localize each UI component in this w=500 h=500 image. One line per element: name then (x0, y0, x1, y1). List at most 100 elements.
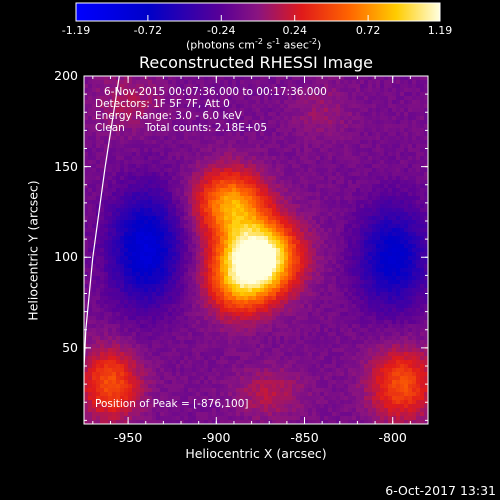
heatmap-cell (420, 236, 424, 240)
heatmap-cell (372, 188, 376, 192)
heatmap-cell (188, 180, 192, 184)
heatmap-cell (408, 268, 412, 272)
heatmap-cell (412, 284, 416, 288)
heatmap-cell (312, 148, 316, 152)
heatmap-cell (100, 224, 104, 228)
heatmap-cell (188, 288, 192, 292)
heatmap-cell (220, 96, 224, 100)
heatmap-cell (88, 240, 92, 244)
heatmap-cell (88, 156, 92, 160)
heatmap-cell (304, 112, 308, 116)
heatmap-cell (168, 144, 172, 148)
heatmap-cell (132, 144, 136, 148)
heatmap-cell (112, 164, 116, 168)
heatmap-cell (260, 112, 264, 116)
heatmap-cell (348, 92, 352, 96)
heatmap-cell (380, 172, 384, 176)
heatmap-cell (260, 124, 264, 128)
heatmap-cell (368, 180, 372, 184)
heatmap-cell (252, 104, 256, 108)
heatmap-cell (368, 172, 372, 176)
heatmap-cell (216, 116, 220, 120)
heatmap-cell (404, 168, 408, 172)
heatmap-cell (328, 128, 332, 132)
heatmap-cell (160, 188, 164, 192)
heatmap-cell (356, 124, 360, 128)
heatmap-cell (372, 200, 376, 204)
heatmap-cell (388, 300, 392, 304)
heatmap-cell (416, 284, 420, 288)
heatmap-cell (116, 224, 120, 228)
heatmap-cell (132, 172, 136, 176)
heatmap-cell (324, 252, 328, 256)
heatmap-cell (332, 220, 336, 224)
heatmap-cell (240, 188, 244, 192)
heatmap-cell (356, 96, 360, 100)
heatmap-cell (224, 272, 228, 276)
heatmap-cell (220, 128, 224, 132)
heatmap-cell (180, 276, 184, 280)
heatmap-cell (156, 144, 160, 148)
heatmap-cell (332, 212, 336, 216)
heatmap-cell (356, 76, 360, 80)
heatmap-cell (332, 164, 336, 168)
heatmap-cell (332, 148, 336, 152)
heatmap-cell (92, 232, 96, 236)
heatmap-cell (108, 104, 112, 108)
heatmap-cell (172, 176, 176, 180)
heatmap-cell (384, 160, 388, 164)
heatmap-cell (108, 216, 112, 220)
heatmap-cell (312, 116, 316, 120)
heatmap-cell (108, 208, 112, 212)
heatmap-cell (352, 180, 356, 184)
heatmap-cell (280, 200, 284, 204)
heatmap-cell (336, 248, 340, 252)
heatmap-cell (132, 284, 136, 288)
heatmap-cell (144, 224, 148, 228)
heatmap-cell (276, 244, 280, 248)
heatmap-cell (340, 220, 344, 224)
heatmap-cell (100, 208, 104, 212)
heatmap-cell (124, 148, 128, 152)
heatmap-cell (236, 296, 240, 300)
heatmap-cell (352, 220, 356, 224)
heatmap-cell (324, 84, 328, 88)
heatmap-cell (316, 184, 320, 188)
heatmap-cell (300, 128, 304, 132)
heatmap-cell (412, 148, 416, 152)
heatmap-cell (144, 172, 148, 176)
heatmap-cell (240, 244, 244, 248)
heatmap-cell (176, 120, 180, 124)
heatmap-cell (172, 76, 176, 80)
heatmap-cell (92, 120, 96, 124)
heatmap-cell (300, 132, 304, 136)
heatmap-cell (316, 144, 320, 148)
heatmap-cell (104, 180, 108, 184)
heatmap-cell (92, 96, 96, 100)
heatmap-cell (192, 228, 196, 232)
heatmap-cell (320, 144, 324, 148)
heatmap-cell (116, 140, 120, 144)
heatmap-cell (384, 204, 388, 208)
heatmap-cell (296, 184, 300, 188)
heatmap-cell (400, 232, 404, 236)
heatmap-cell (404, 76, 408, 80)
heatmap-cell (308, 80, 312, 84)
heatmap-cell (408, 124, 412, 128)
heatmap-cell (164, 144, 168, 148)
heatmap-cell (172, 276, 176, 280)
heatmap-cell (264, 296, 268, 300)
heatmap-cell (332, 80, 336, 84)
heatmap-cell (396, 248, 400, 252)
heatmap-cell (416, 196, 420, 200)
heatmap-cell (380, 112, 384, 116)
heatmap-cell (208, 152, 212, 156)
heatmap-cell (376, 260, 380, 264)
heatmap-cell (92, 288, 96, 292)
heatmap-cell (368, 264, 372, 268)
heatmap-cell (232, 148, 236, 152)
heatmap-cell (300, 100, 304, 104)
heatmap-cell (292, 144, 296, 148)
heatmap-cell (276, 212, 280, 216)
